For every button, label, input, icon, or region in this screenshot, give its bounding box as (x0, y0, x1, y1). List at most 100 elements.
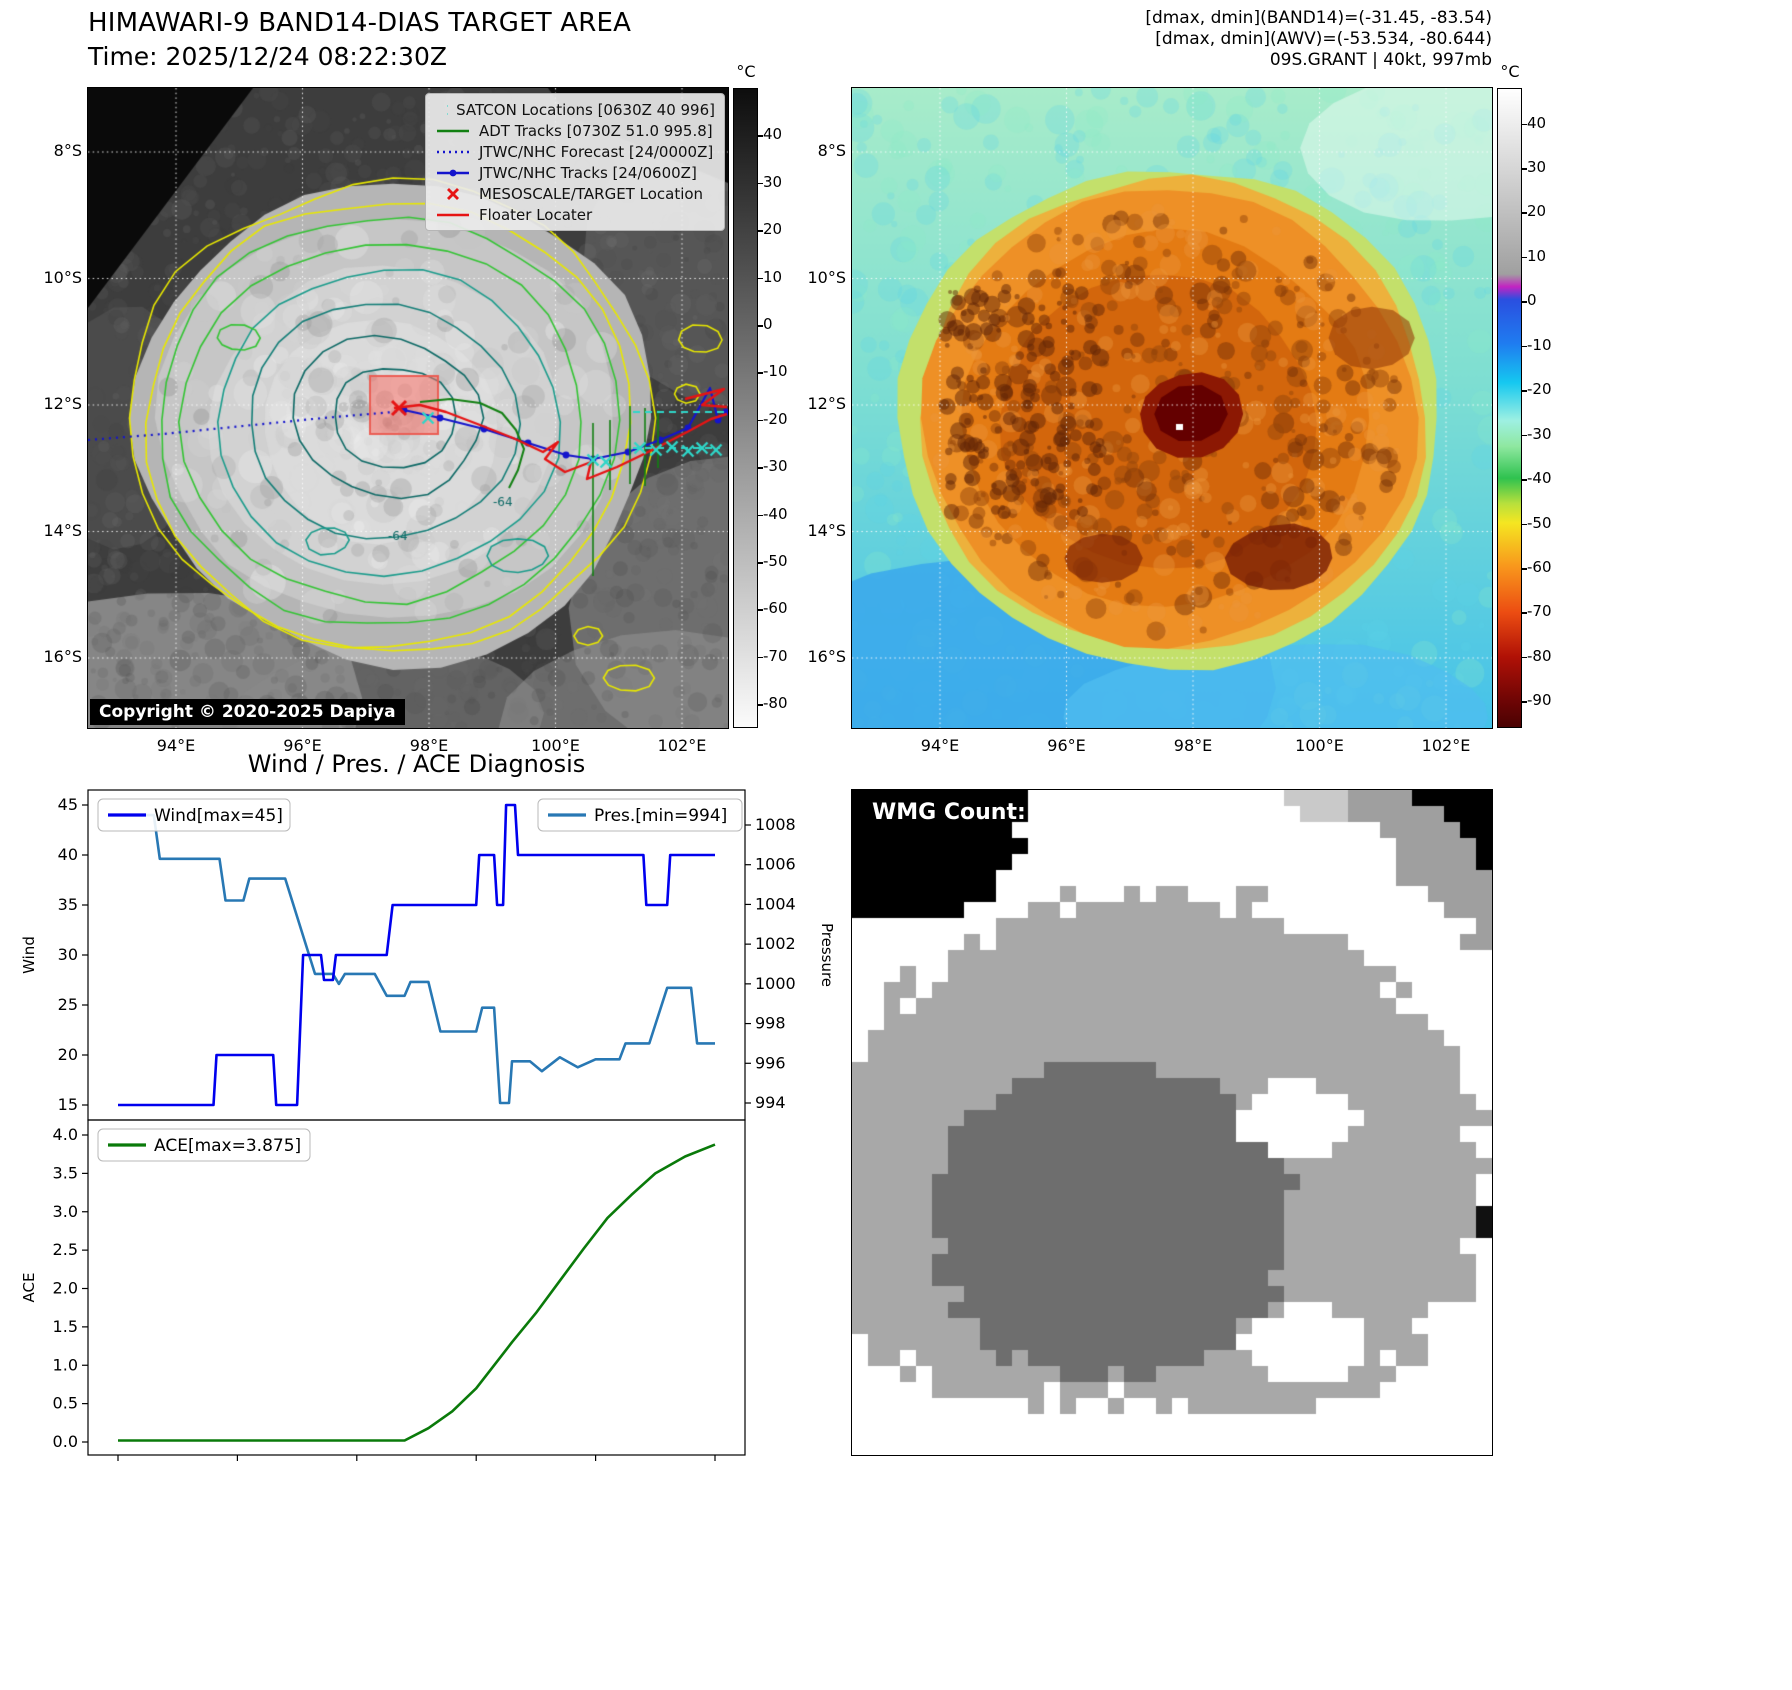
wind-tick-label: 45 (58, 795, 78, 814)
colorbar-tick-mark (758, 514, 763, 517)
colorbar-tick-mark (1522, 612, 1527, 614)
wind-tick-label: 40 (58, 845, 78, 864)
colorbar-tick-mark (1522, 345, 1527, 348)
pres-tick-label: 1000 (755, 974, 796, 993)
colorbar-tick-label: 20 (763, 220, 783, 239)
colorbar-tick-label: -90 (1527, 691, 1552, 710)
awv-enhanced-satellite-map (851, 87, 1493, 729)
lat-tick-label: 8°S (817, 141, 846, 160)
storm-id-intensity: 09S.GRANT | 40kt, 997mb (1269, 50, 1492, 70)
colorbar-tick-label: -50 (1527, 513, 1552, 532)
wmg-count-map (851, 789, 1493, 1456)
ace-line (118, 1143, 716, 1442)
colorbar-tick-label: -10 (1527, 335, 1552, 354)
legend-item: Floater Locater (435, 206, 715, 224)
lon-tick-label: 94°E (920, 736, 960, 755)
band14-map-legend: SATCON Locations [0630Z 40 996] ADT Track… (425, 93, 725, 231)
lat-tick-label: 10°S (43, 267, 82, 287)
colorbar-tick-label: -40 (763, 504, 788, 523)
ace-legend-label: ACE[max=3.875] (154, 1136, 301, 1156)
ace-tick-label: 0.0 (53, 1432, 78, 1451)
lat-tick-label: 8°S (53, 141, 82, 160)
wind-tick-label: 30 (58, 945, 78, 964)
colorbar-tick-mark (758, 656, 763, 659)
lon-tick-label: 98°E (1173, 736, 1213, 755)
colorbar-tick-mark (1522, 701, 1527, 703)
legend-item-label: SATCON Locations [0630Z 40 996] (456, 100, 715, 119)
colorbar-tick-mark (758, 609, 763, 611)
ace-tick-label: 1.0 (53, 1355, 78, 1374)
legend-item: JTWC/NHC Forecast [24/0000Z] (435, 142, 715, 161)
pres-tick-label: 994 (755, 1093, 786, 1112)
legend-item-label: JTWC/NHC Tracks [24/0600Z] (479, 163, 697, 182)
wind-tick-label: 25 (58, 995, 78, 1014)
colorbar-tick-label: -70 (763, 646, 788, 665)
awv-annotations: [dmax, dmin](BAND14)=(-31.45, -83.54) [d… (1145, 8, 1492, 71)
ace-tick-label: 2.5 (53, 1240, 78, 1259)
wind-pres-chart-frame (87, 789, 746, 1121)
colorbar-tick-label: 30 (1527, 158, 1547, 176)
band14-colorbar (733, 88, 758, 728)
colorbar-tick-label: -30 (763, 457, 788, 476)
colorbar-tick-mark (758, 372, 763, 374)
pres-tick-label: 1008 (755, 815, 796, 834)
colorbar-tick-label: 10 (763, 267, 783, 286)
wind-legend-box (97, 798, 291, 832)
band14-colorbar-unit: °C (736, 62, 756, 81)
ace-tick-label: 1.5 (53, 1317, 78, 1336)
lon-tick-label: 100°E (1295, 736, 1344, 755)
colorbar-tick-label: -80 (763, 694, 788, 713)
copyright-label: Copyright © 2020-2025 Dapiya (90, 699, 405, 725)
pres-tick-label: 996 (755, 1053, 786, 1072)
legend-item-label: JTWC/NHC Forecast [24/0000Z] (479, 142, 714, 161)
legend-x-marker-icon (447, 187, 459, 200)
wind-legend-label: Wind[max=45] (154, 806, 283, 826)
legend-item-label: MESOSCALE/TARGET Location (479, 184, 704, 203)
ace-tick-label: 2.0 (53, 1279, 78, 1298)
lat-tick-label: 16°S (807, 647, 846, 666)
legend-item-label: ADT Tracks [0730Z 51.0 995.8] (479, 121, 713, 140)
wind-tick-label: 35 (58, 895, 78, 914)
legend-item: JTWC/NHC Tracks [24/0600Z] (435, 163, 715, 182)
colorbar-tick-mark (758, 704, 763, 706)
ace-chart-frame (87, 1119, 746, 1456)
pres-legend-box (537, 798, 743, 832)
pres-legend-label: Pres.[min=994] (594, 806, 727, 826)
dmax-dmin-band14: [dmax, dmin](BAND14)=(-31.45, -83.54) (1145, 8, 1492, 28)
colorbar-tick-mark (758, 467, 763, 469)
lon-tick-label: 98°E (409, 736, 449, 755)
ace-tick-label: 4.0 (53, 1125, 78, 1144)
colorbar-tick-mark (1522, 390, 1527, 392)
diagnosis-title: Wind / Pres. / ACE Diagnosis (247, 750, 586, 778)
pres-axis-label: Pressure (818, 923, 836, 987)
dmax-dmin-awv: [dmax, dmin](AWV)=(-53.534, -80.644) (1155, 29, 1492, 49)
colorbar-tick-label: 40 (763, 125, 783, 144)
band14-time-label: Time: 2025/12/24 08:22:30Z (88, 42, 447, 71)
colorbar-tick-label: -20 (1527, 380, 1552, 399)
colorbar-tick-label: -20 (763, 409, 788, 428)
lat-tick-label: 10°S (807, 267, 846, 287)
awv-colorbar (1497, 88, 1522, 728)
colorbar-tick-mark (758, 277, 763, 280)
colorbar-tick-mark (758, 325, 763, 327)
legend-item: SATCON Locations [0630Z 40 996] (435, 100, 715, 119)
ace-legend-box (97, 1128, 311, 1162)
colorbar-tick-label: 0 (763, 315, 773, 334)
legend-solid-icon (437, 129, 469, 132)
legend-item: MESOSCALE/TARGET Location (435, 184, 715, 203)
colorbar-tick-mark (1522, 568, 1527, 570)
colorbar-tick-mark (1522, 434, 1527, 437)
colorbar-tick-mark (758, 135, 763, 137)
colorbar-tick-mark (1522, 523, 1527, 526)
wind-axis-label: Wind (20, 936, 38, 974)
colorbar-tick-label: -30 (1527, 424, 1552, 443)
colorbar-tick-label: 20 (1527, 202, 1547, 221)
colorbar-tick-label: 30 (763, 172, 783, 191)
colorbar-tick-label: 40 (1527, 113, 1547, 132)
wind-line (118, 803, 715, 1107)
colorbar-tick-mark (758, 230, 763, 232)
colorbar-tick-mark (1522, 656, 1527, 659)
colorbar-tick-label: -60 (1527, 558, 1552, 576)
colorbar-tick-mark (1522, 212, 1527, 214)
wind-tick-label: 20 (58, 1045, 78, 1064)
